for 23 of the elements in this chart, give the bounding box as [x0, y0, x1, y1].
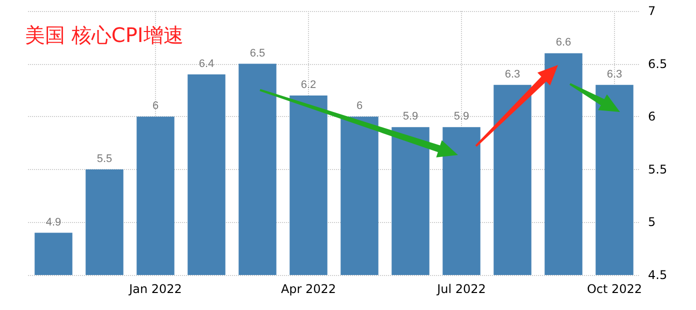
data-label: 5.9: [454, 110, 470, 123]
data-label: 6.5: [250, 47, 266, 60]
y-tick-label: 6.5: [648, 56, 668, 71]
x-tick-label: Apr 2022: [280, 282, 336, 296]
data-label: 6.3: [606, 68, 622, 80]
data-label: 5.9: [402, 110, 418, 123]
data-label: 6: [356, 100, 363, 112]
data-label: 6.6: [556, 36, 572, 49]
y-tick-label: 5.5: [648, 162, 668, 176]
data-label: 6.3: [504, 68, 520, 80]
y-tick-label: 7: [648, 4, 656, 18]
data-label: 6: [152, 100, 159, 112]
y-tick-label: 5: [648, 215, 656, 230]
y-tick-label: 4.5: [648, 268, 668, 282]
data-label: 5.5: [96, 152, 112, 165]
x-tick-label: Jul 2022: [436, 282, 486, 296]
x-tick-label: Oct 2022: [586, 282, 642, 296]
text: 美国 核心CPI增速: [25, 23, 184, 47]
data-label: 6.4: [198, 58, 214, 70]
x-tick-label: Jan 2022: [128, 282, 182, 296]
data-label: 6.2: [300, 78, 316, 91]
data-label: 4.9: [46, 216, 62, 228]
y-tick-label: 6: [648, 110, 656, 124]
